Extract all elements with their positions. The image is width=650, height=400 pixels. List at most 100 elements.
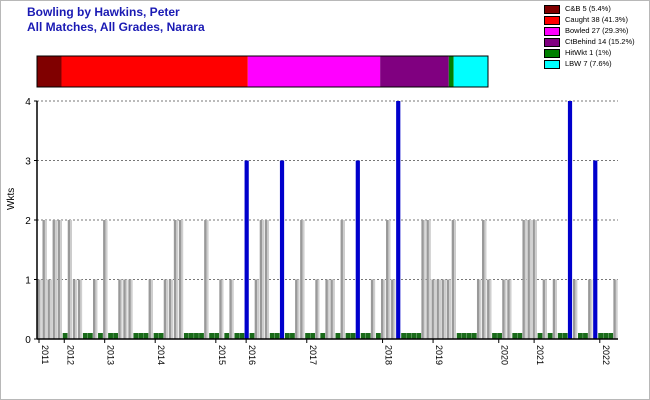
zero-marker (562, 333, 568, 339)
legend-label-bowled: Bowled 27 (29.3%) (565, 26, 629, 35)
wicket-bar-highlight (567, 101, 573, 339)
zero-marker (345, 333, 351, 339)
zero-marker (138, 333, 144, 339)
wicket-bar-shade (534, 220, 537, 339)
wicket-bar (340, 220, 345, 339)
wicket-bar-shade (125, 279, 128, 339)
zero-marker (466, 333, 472, 339)
wicket-bar (386, 220, 391, 339)
dismissal-segment-bowled (247, 56, 381, 87)
wicket-bar (173, 220, 179, 339)
wicket-bar (148, 279, 153, 339)
wicket-bar-shade (176, 220, 179, 339)
zero-marker (416, 333, 422, 339)
zero-marker (290, 333, 295, 339)
zero-marker (512, 333, 518, 339)
zero-marker (557, 333, 563, 339)
wicket-bar-shade (342, 220, 345, 339)
wicket-bar (441, 279, 446, 339)
wicket-bar (57, 220, 62, 339)
wicket-bar (532, 220, 537, 339)
zero-marker (214, 333, 220, 339)
zero-marker (158, 333, 164, 339)
zero-marker (82, 333, 88, 339)
wicket-bar (426, 220, 431, 339)
wicket-bar-shade (555, 279, 557, 339)
legend-swatch-hitwkt (544, 49, 560, 58)
wicket-bar (476, 279, 482, 339)
wicket-bar (254, 279, 259, 339)
wicket-bar (118, 279, 123, 339)
wicket-bar-shade (373, 279, 376, 339)
x-tick-label: 2018 (384, 345, 394, 365)
wicket-bar-shade (39, 279, 42, 339)
wicket-bar-shade (615, 279, 618, 339)
wicket-bar (259, 220, 264, 339)
wicket-bar (103, 220, 108, 339)
zero-marker (224, 333, 230, 339)
wicket-bar (163, 279, 168, 339)
zero-marker (320, 333, 326, 339)
zero-marker (456, 333, 462, 339)
zero-marker (375, 333, 381, 339)
wicket-bar-shade (454, 220, 456, 339)
zero-marker (98, 333, 103, 339)
wicket-bar (436, 279, 441, 339)
y-tick-label: 3 (25, 157, 31, 168)
wicket-bar-shade (479, 279, 482, 339)
wicket-bar-shade (221, 279, 224, 339)
wicket-bar (47, 279, 52, 339)
wicket-bar-highlight (593, 160, 598, 339)
zero-marker (269, 333, 275, 339)
zero-marker (113, 333, 119, 339)
chart-subtitle: All Matches, All Grades, Narara (27, 20, 205, 34)
legend-label-caught: Caught 38 (41.3%) (565, 15, 628, 24)
wicket-bar-shade (383, 279, 386, 339)
y-tick-label: 0 (25, 335, 31, 346)
wicket-bar-shade (80, 279, 83, 339)
wicket-bar (431, 279, 436, 339)
zero-marker (461, 333, 467, 339)
wicket-bar-shade (297, 279, 300, 339)
wicket-bar-shade (428, 220, 431, 339)
zero-marker (108, 333, 113, 339)
legend-label-cb: C&B 5 (5.4%) (565, 4, 611, 13)
zero-marker (87, 333, 93, 339)
wicket-bar-shade (95, 279, 98, 339)
zero-marker (234, 333, 240, 339)
zero-marker (305, 333, 310, 339)
zero-marker (335, 333, 341, 339)
wicket-bar-highlight (355, 160, 360, 339)
wicket-bar-shade (267, 220, 269, 339)
zero-marker (365, 333, 371, 339)
x-tick-label: 2016 (247, 345, 257, 365)
legend-label-hitwkt: HitWkt 1 (1%) (565, 48, 612, 57)
wicket-bar-shade (388, 220, 391, 339)
legend-swatch-bowled (544, 27, 560, 36)
legend-label-ctbehind: CtBehind 14 (15.2%) (565, 37, 635, 46)
dismissal-segment-hitwkt (448, 56, 454, 87)
wicket-bar (552, 279, 557, 339)
zero-marker (411, 333, 417, 339)
dismissal-segment-caught (61, 56, 248, 87)
wicket-bar (451, 220, 456, 339)
wicket-bar-shade (317, 279, 320, 339)
wicket-bar-shade (423, 220, 426, 339)
wicket-bar-shade (332, 279, 335, 339)
zero-marker (183, 333, 189, 339)
wicket-bar (93, 279, 98, 339)
zero-marker (133, 333, 139, 339)
wicket-bar (77, 279, 83, 339)
wicket-bar (380, 279, 386, 339)
dismissal-segment-lbw (453, 56, 488, 87)
wicket-bar (391, 279, 396, 339)
wicket-bar (219, 279, 224, 339)
wicket-bar (487, 279, 492, 339)
x-tick-label: 2020 (500, 345, 510, 365)
dismissal-bar-border (36, 55, 489, 88)
wicket-bar-shade (171, 279, 173, 339)
zero-marker (62, 333, 68, 339)
wicket-bar (527, 220, 532, 339)
zero-marker (249, 333, 255, 339)
